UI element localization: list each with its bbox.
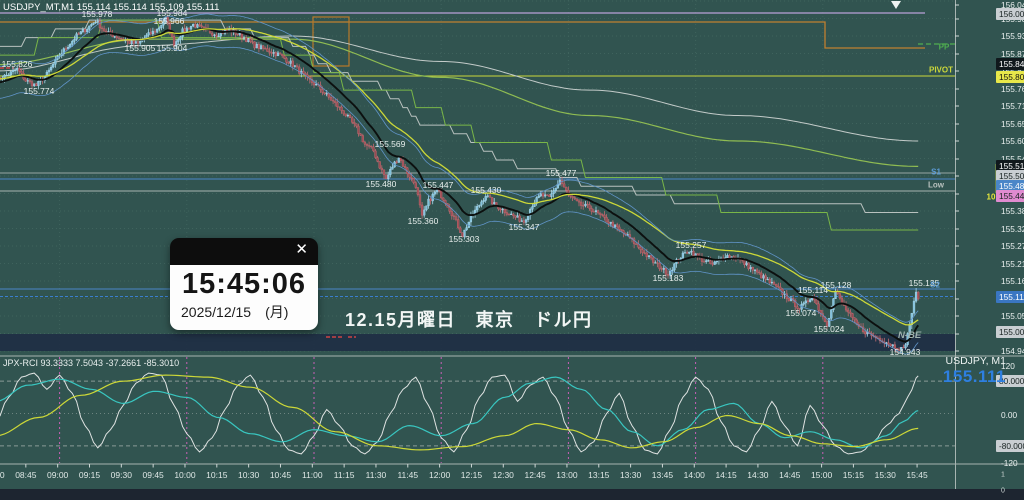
close-icon[interactable]: ✕ (295, 241, 308, 258)
chart-title: USDJPY_MT,M1 155.114 155.114 155.109 155… (3, 2, 220, 13)
clock-time: 15:45:06 (181, 268, 307, 300)
session-caption: 12.15月曜日 東京 ドル円 (345, 310, 593, 330)
symbol-overlay: USDJPY, M1 155.111 (914, 355, 1006, 387)
symbol-overlay-price: 155.111 (942, 367, 1006, 386)
subwindow-title: JPX-RCI 93.3333 7.5043 -37.2661 -85.3010 (3, 358, 180, 368)
broker-watermark: N-BE (898, 330, 922, 341)
clock-widget[interactable]: ✕ 15:45:06 2025/12/15 (月) (170, 238, 318, 330)
clock-date-value: 2025/12/15 (181, 304, 252, 320)
clock-weekday: (月) (265, 304, 289, 320)
clock-date: 2025/12/15 (月) (181, 302, 318, 322)
symbol-overlay-name: USDJPY, M1 (945, 355, 1007, 367)
clock-body: 15:45:06 2025/12/15 (月) (170, 265, 318, 330)
clock-titlebar[interactable]: ✕ (170, 238, 318, 265)
